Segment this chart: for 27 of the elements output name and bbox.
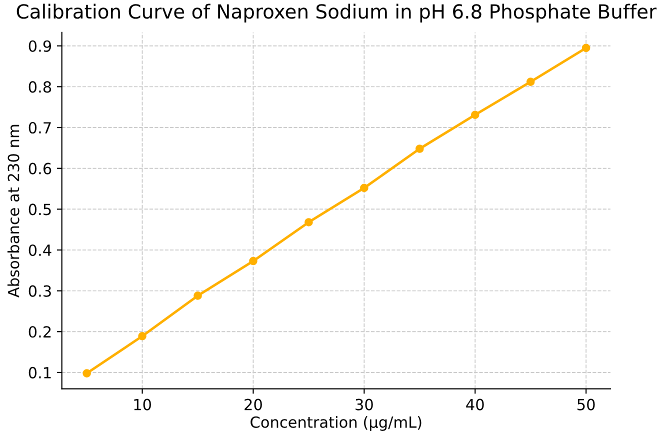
x-axis-title: Concentration (µg/mL) [250,416,422,431]
point [360,184,368,192]
x-tick-label: 10 [134,398,151,410]
y-tick-label: 0.2 [28,326,51,338]
y-tick-label: 0.3 [28,285,51,297]
y-tick-label: 0.1 [28,366,51,378]
y-tick-label: 0.7 [28,122,51,134]
chart-title: Calibration Curve of Naproxen Sodium in pH 6.8 Phosphate Buffer [16,4,657,23]
y-tick-label: 0.6 [28,162,52,174]
point [194,292,202,300]
y-axis-title: Absorbance at 230 nm [7,124,20,298]
x-tick-label: 30 [356,398,373,410]
point [304,218,313,226]
x-tick-label: 50 [578,398,595,410]
point [138,332,146,340]
y-tick-label: 0.5 [28,204,51,216]
y-tick-label: 0.4 [28,244,52,256]
point [526,78,535,86]
x-tick-label: 40 [466,398,484,410]
point [415,144,424,153]
point [82,369,91,378]
x-tick-label: 20 [244,398,262,410]
y-tick-label: 0.8 [28,81,52,93]
point [249,256,258,266]
point [582,44,590,52]
y-tick-label: 0.9 [28,40,52,52]
point [470,110,480,120]
